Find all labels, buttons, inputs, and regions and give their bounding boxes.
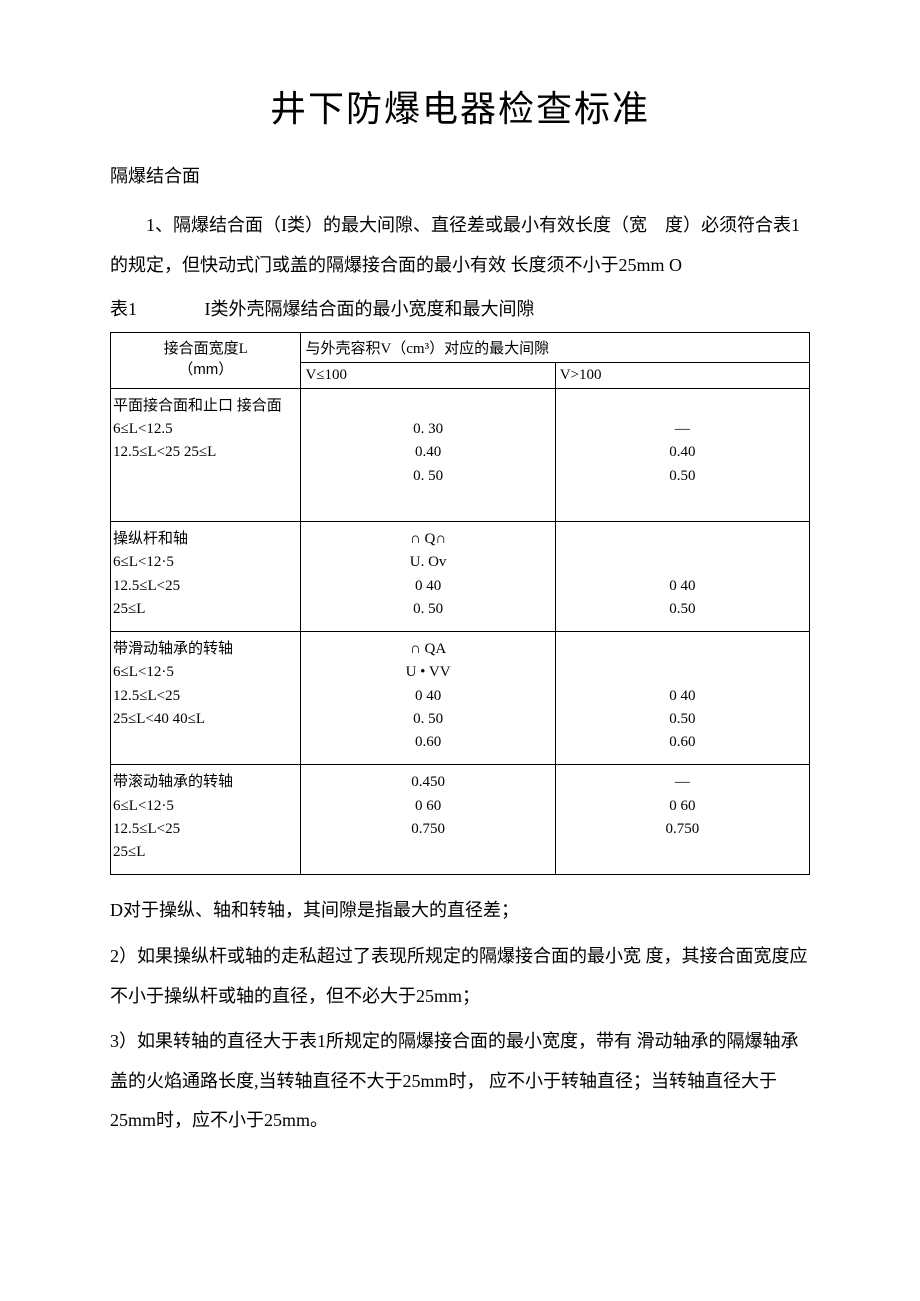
row-v2: —0.400.50 [555,388,809,521]
table-row: 带滑动轴承的转轴6≤L<12·512.5≤L<2525≤L<40 40≤L ∩ … [111,632,810,765]
row-label: 操纵杆和轴6≤L<12·512.5≤L<2525≤L [111,522,301,632]
paragraph-1: 1、隔爆结合面（I类）的最大间隙、直径差或最小有效长度（宽 度）必须符合表1的规… [110,206,810,285]
header-sub1: V≤100 [301,362,555,388]
header-col1-line1: 接合面宽度L [115,337,296,358]
gap-table: 接合面宽度L （mm） 与外壳容积V（cm³）对应的最大间隙 V≤100 V>1… [110,332,810,876]
row-v1: 0.4500 600.750 [301,765,555,875]
row-v2: 0 400.50 [555,522,809,632]
header-col1-line2: （mm） [115,358,296,379]
note-1: D对于操纵、轴和转轴，其间隙是指最大的直径差； [110,891,810,931]
table-caption-text: I类外壳隔爆结合面的最小宽度和最大间隙 [205,299,535,319]
row-label: 带滑动轴承的转轴6≤L<12·512.5≤L<2525≤L<40 40≤L [111,632,301,765]
table-row: 带滚动轴承的转轴6≤L<12·512.5≤L<2525≤L 0.4500 600… [111,765,810,875]
header-span: 与外壳容积V（cm³）对应的最大间隙 [301,332,810,362]
row-label: 平面接合面和止口 接合面6≤L<12.512.5≤L<25 25≤L [111,388,301,521]
row-v2: —0 600.750 [555,765,809,875]
row-label: 带滚动轴承的转轴6≤L<12·512.5≤L<2525≤L [111,765,301,875]
row-v1: ∩ QAU • VV0 400. 500.60 [301,632,555,765]
row-v1: 0. 300.400. 50 [301,388,555,521]
header-sub2: V>100 [555,362,809,388]
note-2: 2）如果操纵杆或轴的走私超过了表现所规定的隔爆接合面的最小宽 度，其接合面宽度应… [110,937,810,1016]
page-title: 井下防爆电器检查标准 [110,80,810,132]
table-number: 表1 [110,295,200,324]
row-v1: ∩ Q∩U. Ov0 400. 50 [301,522,555,632]
header-col1: 接合面宽度L （mm） [111,332,301,388]
note-3: 3）如果转轴的直径大于表1所规定的隔爆接合面的最小宽度，带有 滑动轴承的隔爆轴承… [110,1022,810,1141]
table-row: 平面接合面和止口 接合面6≤L<12.512.5≤L<25 25≤L 0. 30… [111,388,810,521]
table-row: 操纵杆和轴6≤L<12·512.5≤L<2525≤L ∩ Q∩U. Ov0 40… [111,522,810,632]
row-v2: 0 400.500.60 [555,632,809,765]
table-caption: 表1 I类外壳隔爆结合面的最小宽度和最大间隙 [110,295,810,324]
section-heading: 隔爆结合面 [110,162,810,188]
